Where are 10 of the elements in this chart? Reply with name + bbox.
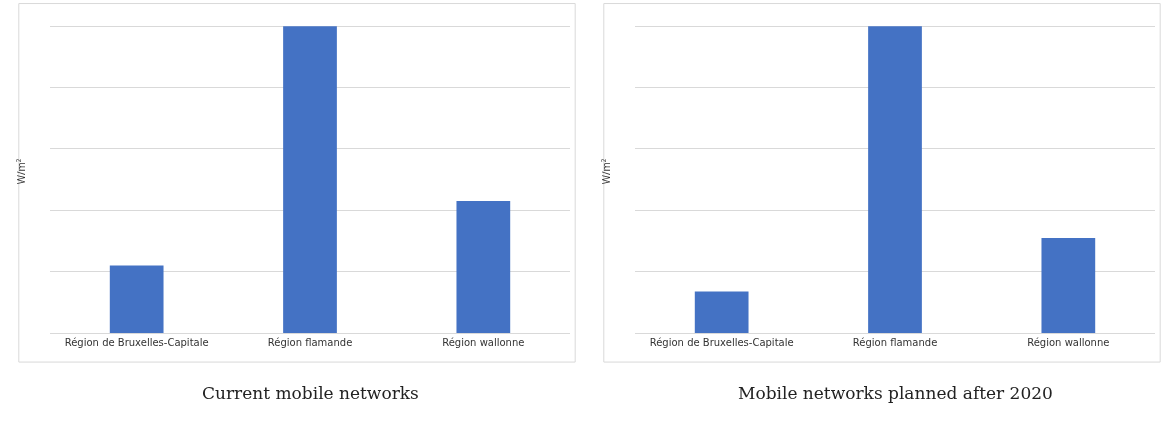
x-tick-label: Région de Bruxelles-Capitale <box>64 337 209 348</box>
y-axis-title: W/m² <box>599 158 613 185</box>
x-tick-label: Région wallonne <box>442 337 525 348</box>
x-tick-label: Région wallonne <box>1027 337 1110 348</box>
x-tick-label: Région de Bruxelles-Capitale <box>649 337 794 348</box>
text: Mobile networks planned after 2020 <box>738 383 1053 403</box>
text: Current mobile networks <box>202 383 419 403</box>
x-tick-label: Région flamande <box>267 337 353 348</box>
x-tick-label: Région flamande <box>852 337 938 348</box>
y-axis-title: W/m² <box>14 158 28 185</box>
